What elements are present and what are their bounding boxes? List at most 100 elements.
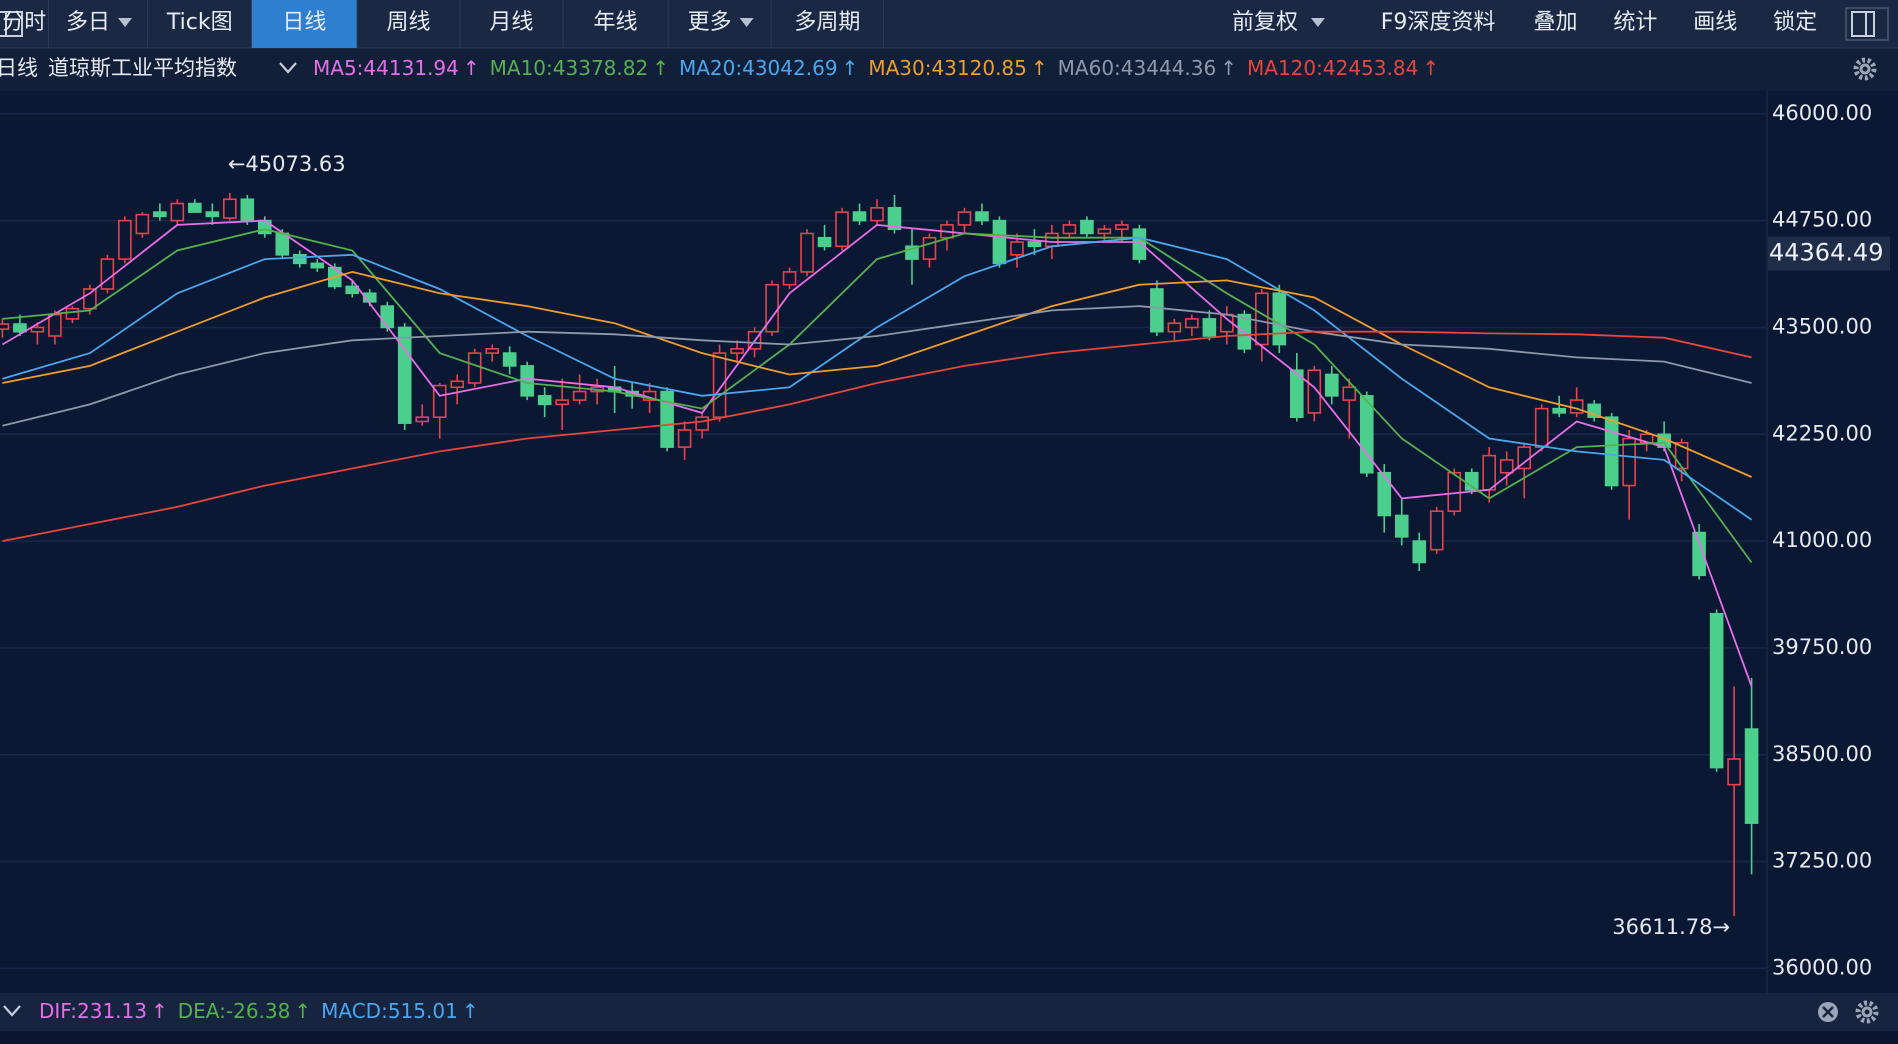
macd-close[interactable] <box>1818 1002 1838 1022</box>
toolbar-item[interactable]: 叠加 <box>1533 10 1577 35</box>
active-tab-bg <box>251 0 358 48</box>
legend-name: MA20 <box>679 56 735 80</box>
tab[interactable]: 日线 <box>282 10 326 35</box>
candle-body <box>975 211 989 222</box>
candle-body <box>730 348 744 354</box>
candle-body <box>1692 531 1706 577</box>
candle-body <box>310 262 325 269</box>
legend-arrow: ↑ <box>151 999 168 1023</box>
candle-body <box>118 219 132 260</box>
panel-icon[interactable] <box>0 11 23 37</box>
y-tick-label: 42250.00 <box>1772 421 1872 445</box>
title-chevron[interactable] <box>279 62 297 74</box>
legend-entry: MACD:515.01 ↑ <box>321 999 478 1023</box>
dropdown-arrow <box>1310 18 1325 27</box>
candle-body <box>1569 399 1584 414</box>
ma-line <box>2 330 1752 542</box>
candle-body <box>432 384 447 418</box>
candle-body <box>782 271 797 286</box>
legend-arrow: ↑ <box>652 56 669 80</box>
toolbar-item[interactable]: F9深度资料 <box>1381 10 1496 35</box>
legend-separator: : <box>925 56 932 80</box>
candle-body <box>1394 514 1409 538</box>
ma-line <box>2 270 1752 478</box>
candle-body <box>1727 758 1741 786</box>
candle-body <box>957 211 972 226</box>
candle-body <box>292 254 307 265</box>
period-label: 日线 <box>0 56 38 80</box>
candle-body <box>695 416 709 431</box>
legend-entry: DIF:231.13 ↑ <box>39 999 168 1023</box>
toolbar-item[interactable]: 统计 <box>1613 10 1657 35</box>
candle-body <box>485 348 499 354</box>
candle-body <box>870 207 884 222</box>
legend-separator: : <box>381 999 388 1023</box>
legend-arrow: ↑ <box>1422 56 1439 80</box>
candle-body <box>0 323 10 330</box>
toolbar-item[interactable]: 画线 <box>1693 10 1737 35</box>
legend-separator: : <box>357 56 364 80</box>
layout-icon-inner <box>1851 11 1875 37</box>
legend-name: MA120 <box>1247 56 1316 80</box>
candle-body <box>1027 241 1042 248</box>
legend-separator: : <box>546 56 553 80</box>
macd-gear[interactable] <box>1855 1000 1879 1024</box>
candle-body <box>835 211 849 248</box>
y-tick-label: 43500.00 <box>1772 314 1872 338</box>
candle-body <box>1622 437 1636 487</box>
toolbar-item[interactable]: 前复权 <box>1232 10 1298 35</box>
legend-separator: : <box>1316 56 1323 80</box>
ma-line <box>2 236 1753 521</box>
candle-body <box>362 292 377 303</box>
gear-teeth <box>1855 1000 1879 1024</box>
candle-body <box>502 352 517 367</box>
tab[interactable]: Tick图 <box>166 10 233 35</box>
macd-chevron[interactable] <box>3 1005 21 1017</box>
legend-name: DIF <box>39 999 71 1023</box>
candle-body <box>100 258 115 290</box>
macd-area <box>0 1031 1898 1044</box>
candle-body <box>275 232 290 256</box>
toolbar-item[interactable]: 锁定 <box>1773 10 1817 35</box>
candle-body <box>397 326 412 424</box>
info-bar <box>0 48 1898 91</box>
candle-body <box>1377 471 1392 517</box>
candle-body <box>1552 407 1566 414</box>
candle-body <box>450 380 465 389</box>
legend-entry: MA10:43378.82 ↑ <box>490 56 669 80</box>
legend-name: MA10 <box>490 56 546 80</box>
candle-body <box>205 211 220 218</box>
tab[interactable]: 多日 <box>66 10 110 35</box>
settings-gear[interactable] <box>1853 57 1877 81</box>
macd-bar <box>0 993 1898 1031</box>
candle-body <box>1359 395 1374 474</box>
candle-body <box>188 202 202 213</box>
legend-value: 515.01 <box>388 999 458 1023</box>
legend-value: -26.38 <box>226 999 290 1023</box>
tab[interactable]: 分时 <box>2 10 46 35</box>
tab[interactable]: 周线 <box>387 10 431 35</box>
y-tick-label: 46000.00 <box>1772 101 1872 125</box>
candle-body <box>1412 540 1427 564</box>
candle-body <box>1534 407 1549 448</box>
legend-entry: DEA:-26.38 ↑ <box>178 999 311 1023</box>
candle-body <box>572 390 587 401</box>
legend-separator: : <box>1114 56 1121 80</box>
candle-body <box>922 236 937 260</box>
tab[interactable]: 年线 <box>594 10 638 35</box>
layout-icon[interactable] <box>1845 7 1889 41</box>
legend-entry: MA20:43042.69 ↑ <box>679 56 858 80</box>
candle-body <box>992 219 1007 265</box>
legend-arrow: ↑ <box>1031 56 1048 80</box>
legend-value: 42453.84 <box>1323 56 1418 80</box>
candle-body <box>13 323 27 333</box>
candle-body <box>1429 510 1444 551</box>
legend-name: MA5 <box>313 56 357 80</box>
tab[interactable]: 月线 <box>489 10 533 35</box>
y-tick-label: 38500.00 <box>1772 742 1872 766</box>
tab[interactable]: 多周期 <box>794 10 860 35</box>
legend-entry: MA5:44131.94 ↑ <box>313 56 480 80</box>
tab[interactable]: 更多 <box>688 10 732 35</box>
extreme-annotation: 36611.78→ <box>1612 915 1730 939</box>
candle-body <box>1290 369 1304 418</box>
